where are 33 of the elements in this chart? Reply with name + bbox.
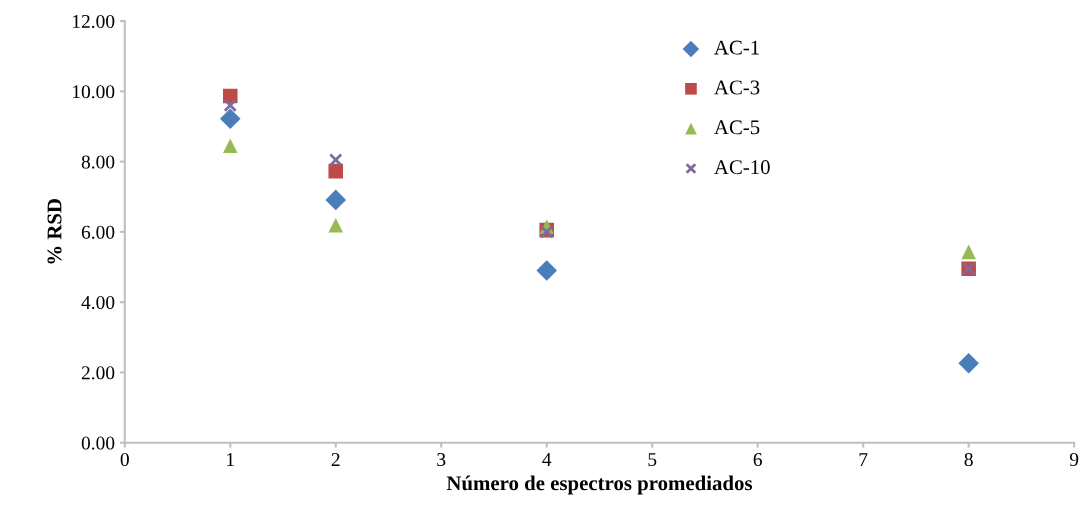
x-axis-title: Número de espectros promediados [446, 475, 753, 495]
x-tick-label: 7 [859, 453, 868, 466]
y-tick-label: 12.00 [73, 14, 115, 29]
point [325, 189, 347, 211]
y-tick-label: 10.00 [73, 85, 115, 99]
legend-label: AC-5 [714, 120, 760, 135]
x-tick-label: 0 [120, 452, 129, 467]
point [328, 163, 344, 179]
y-axis-title: % RSD [47, 199, 62, 264]
x-tick-label: 3 [437, 453, 446, 467]
point [958, 352, 979, 374]
point [219, 108, 241, 130]
y-tick-label: 8.00 [81, 155, 115, 169]
point [536, 260, 558, 281]
legend-label: AC-3 [714, 80, 760, 95]
legend-label: AC-1 [714, 40, 759, 55]
point [328, 217, 344, 233]
x-tick-label: 9 [1069, 453, 1079, 467]
point [328, 153, 343, 167]
y-tick-label: 6.00 [81, 225, 115, 239]
x-tick-label: 2 [331, 453, 340, 466]
x-tick-label: 4 [542, 453, 552, 466]
x-tick-label: 1 [227, 453, 234, 466]
x-tick-label: 8 [964, 452, 973, 467]
point [223, 98, 238, 113]
x-tick-label: 5 [648, 453, 657, 467]
y-tick-label: 4.00 [81, 295, 115, 310]
y-tick-label: 0.00 [81, 436, 115, 450]
y-tick-label: 2.00 [81, 366, 115, 380]
point [222, 138, 238, 154]
legend-label: AC-10 [714, 160, 770, 175]
point [961, 244, 976, 260]
x-tick-label: 6 [753, 453, 762, 467]
